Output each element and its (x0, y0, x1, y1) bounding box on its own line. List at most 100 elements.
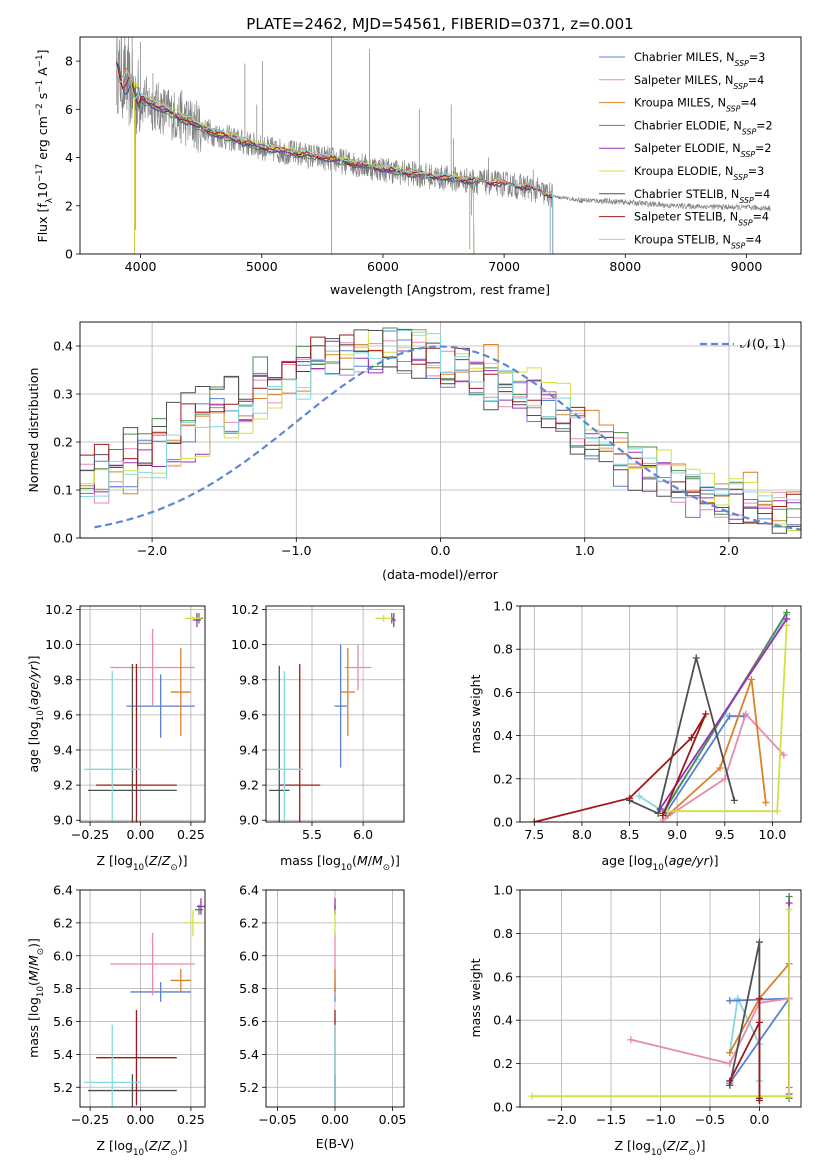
residuals-ytick-label: 0.2 (53, 435, 73, 450)
age-mass-xlabel: mass [log10(M/M⊙)] (280, 853, 400, 873)
mass-ebv-ytick-label: 6.2 (239, 915, 259, 930)
mw-age-point-marker (530, 818, 538, 822)
mw-age-xtick-label: 9.0 (667, 827, 687, 842)
spectrum-xtick-label: 9000 (731, 259, 763, 274)
mw-z-ylabel: mass weight (468, 958, 483, 1037)
mw-z-point-marker (726, 1060, 734, 1068)
spectrum-legend-label: Salpeter ELODIE, NSSP=2 (634, 142, 772, 159)
residuals-ytick-label: 0.3 (53, 387, 73, 402)
age-mass-panel: 5.5 6.0 9.0 9.2 9.4 9.6 9.8 10.0 10.2 (231, 602, 405, 842)
mw-z-xtick-label: −0.5 (695, 1112, 725, 1127)
mw-age-ytick-label: 0.8 (493, 642, 513, 657)
mw-z-ytick-label: 0.0 (493, 1100, 513, 1115)
mass-z-ytick-label: 5.6 (53, 1014, 73, 1029)
mw-z-point-marker (627, 1036, 635, 1044)
age-z-xtick-label: −0.25 (71, 827, 109, 842)
mass-z-ytick-label: 5.4 (53, 1047, 73, 1062)
age-mass-ytick-label: 10.0 (231, 637, 259, 652)
mass-z-xtick-label: 0.00 (127, 1112, 155, 1127)
mw-age-ylabel: mass weight (468, 674, 483, 753)
age-z-ytick-label: 9.6 (53, 707, 73, 722)
mass-ebv-xtick-label: −0.05 (258, 1112, 296, 1127)
mw-z-ytick-label: 0.6 (493, 969, 513, 984)
age-mass-ytick-label: 9.6 (239, 707, 259, 722)
spectrum-model-line (115, 61, 554, 254)
mw-age-point-marker (687, 734, 695, 742)
age-z-ytick-label: 9.2 (53, 778, 73, 793)
spectrum-legend-label: Kroupa STELIB, NSSP=4 (634, 233, 762, 250)
mw-age-point-marker (730, 796, 738, 804)
age-z-ytick-label: 9.8 (53, 672, 73, 687)
mass-z-xlabel: Z [log10(Z/Z⊙)] (97, 1138, 188, 1158)
spectrum-data-line (116, 37, 771, 212)
mw-age-point-marker (726, 712, 734, 720)
spectrum-legend-label: Kroupa ELODIE, NSSP=3 (634, 165, 764, 182)
mw-age-point-marker (659, 812, 667, 820)
mw-z-xtick-label: 0.0 (749, 1112, 769, 1127)
normal-curve (94, 345, 801, 531)
mw-age-point-marker (716, 764, 724, 772)
mw-z-xlabel: Z [log10(Z/Z⊙)] (615, 1138, 706, 1158)
age-mass-ytick-label: 9.0 (239, 813, 259, 828)
age-mass-frame (265, 605, 405, 823)
age-z-ytick-label: 9.4 (53, 743, 73, 758)
mw-age-point-marker (721, 775, 729, 783)
spectrum-ytick-label: 2 (65, 198, 73, 213)
spectrum-plot-area (115, 37, 771, 254)
spectrum-legend-label: Chabrier ELODIE, NSSP=2 (634, 119, 773, 136)
mw-z-xtick-label: −1.0 (645, 1112, 675, 1127)
mass-z-ytick-label: 5.2 (53, 1080, 73, 1095)
mw-z-xtick-label: −1.5 (596, 1112, 626, 1127)
spectrum-model-line (115, 66, 554, 254)
age-mass-ytick-label: 10.2 (231, 602, 259, 617)
spectrum-xtick-label: 7000 (488, 259, 520, 274)
spectrum-legend-label: Kroupa MILES, NSSP=4 (634, 97, 757, 114)
spectrum-legend-label: Chabrier STELIB, NSSP=4 (634, 188, 770, 205)
age-z-xtick-label: 0.00 (127, 827, 155, 842)
mass-z-ytick-label: 6.4 (53, 883, 73, 898)
mass-z-ytick-label: 6.0 (53, 948, 73, 963)
mass-z-xtick-label: −0.25 (71, 1112, 109, 1127)
mw-age-point-marker (692, 654, 700, 662)
mw-age-ytick-label: 1.0 (493, 599, 513, 614)
mw-age-point-marker (742, 710, 750, 718)
mw-age-ytick-label: 0.4 (493, 728, 513, 743)
mw-age-point-marker (702, 710, 710, 718)
spectrum-xlabel: wavelength [Angstrom, rest frame] (330, 282, 550, 297)
mw-z-panel: −2.0 −1.5 −1.0 −0.5 0.0 0.0 0.2 0.4 0.6 0.8 1.0 (493, 883, 802, 1127)
spectrum-panel: 4000 5000 6000 7000 8000 9000 0 2 4 6 8 Chabrier MI… (65, 36, 802, 274)
mw-age-point-marker (635, 792, 643, 800)
residuals-ytick-label: 0.4 (53, 339, 73, 354)
mw-z-point-marker (726, 1077, 734, 1085)
spectrum-xtick-label: 8000 (609, 259, 641, 274)
mw-z-ytick-label: 1.0 (493, 883, 513, 898)
spectrum-model-line (134, 81, 475, 254)
mw-age-xtick-label: 10.0 (759, 827, 787, 842)
mw-z-series-line (728, 998, 761, 1101)
mass-ebv-ytick-label: 5.2 (239, 1080, 259, 1095)
mw-age-series-line (662, 712, 785, 821)
mw-age-series-line (534, 713, 707, 822)
mass-ebv-xtick-label: 0.00 (321, 1112, 349, 1127)
age-z-xtick-label: 0.25 (177, 827, 205, 842)
mw-z-point-marker (755, 1096, 763, 1104)
mw-age-xtick-label: 9.5 (715, 827, 735, 842)
mw-age-ytick-label: 0.0 (493, 815, 513, 830)
mass-z-ylabel: mass [log10(M/M⊙)] (26, 938, 46, 1058)
residuals-xtick-label: −1.0 (281, 543, 311, 558)
residuals-ytick-label: 0.0 (53, 531, 73, 546)
mw-age-point-marker (626, 794, 634, 802)
mass-ebv-panel: −0.05 0.00 0.05 5.2 5.4 5.6 5.8 6.0 6.2 6.4 (239, 883, 407, 1128)
mw-z-point-marker (785, 893, 793, 901)
mass-ebv-ytick-label: 6.0 (239, 948, 259, 963)
residuals-xtick-label: 1.0 (575, 543, 595, 558)
spectrum-ytick-label: 8 (65, 54, 73, 69)
age-mass-ytick-label: 9.4 (239, 743, 259, 758)
mass-ebv-xtick-label: 0.05 (379, 1112, 407, 1127)
age-mass-plot-area (266, 613, 396, 822)
mw-age-ytick-label: 0.6 (493, 685, 513, 700)
mass-z-ytick-label: 5.8 (53, 981, 73, 996)
spectrum-frame (79, 36, 802, 255)
spectrum-ytick-label: 0 (65, 247, 73, 262)
